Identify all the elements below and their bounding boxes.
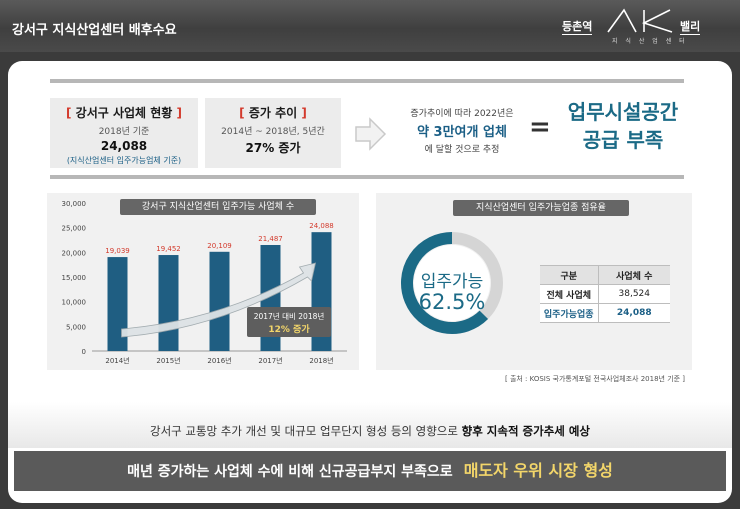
donut-center <box>414 245 490 321</box>
summary-box-period: 2014년 ~ 2018년, 5년간 <box>221 127 325 137</box>
projection-line-3: 에 달할 것으로 추정 <box>424 145 500 155</box>
logo-subtitle: 지 식 산 업 센 터 <box>612 38 688 45</box>
brand-logo: 등촌역 밸리 지 식 산 업 센 터 <box>562 8 712 46</box>
bar-value-label: 21,487 <box>258 235 283 243</box>
bar-chart-title: 강서구 지식산업센터 입주가능 사업체 수 <box>120 199 316 215</box>
y-tick-label: 25,000 <box>62 225 87 233</box>
y-tick-label: 20,000 <box>62 249 87 257</box>
annotation-line-1: 2017년 대비 2018년 <box>254 311 325 321</box>
bar-chart-panel: 0 5,000 10,000 15,000 20,000 25,000 30,000 19,0… <box>47 193 359 370</box>
x-tick-label: 2015년 <box>156 356 180 365</box>
donut-percent: 62.5% <box>418 290 486 314</box>
summary-box-value: 24,088 <box>100 139 148 153</box>
bar-value-label: 20,109 <box>207 242 232 250</box>
share-panel-title: 지식산업센터 입주가능업종 점유율 <box>453 200 629 216</box>
summary-box-value: 27% 증가 <box>245 141 301 155</box>
conclusion-banner: 매년 증가하는 사업체 수에 비해 신규공급부지 부족으로 매도자 우위 시장 … <box>14 451 726 491</box>
x-tick-label: 2014년 <box>105 356 129 365</box>
x-tick-label: 2018년 <box>309 356 333 365</box>
banner-highlight: 매도자 우위 시장 형성 <box>463 461 613 480</box>
outlook-message: 강서구 교통망 추가 개선 및 대규모 업무단지 형성 등의 영향으로 향후 지… <box>8 423 732 439</box>
bar-value-label: 24,088 <box>309 222 334 230</box>
projection-line-1: 증가추이에 따라 2022년은 <box>410 109 514 119</box>
annotation-box <box>247 307 331 337</box>
table-header-cell: 사업체 수 <box>598 265 670 285</box>
y-tick-label: 10,000 <box>62 299 87 307</box>
bar-chart: 0 5,000 10,000 15,000 20,000 25,000 30,000 19,0… <box>62 200 347 365</box>
headline: 업무시설공간 공급 부족 <box>548 98 698 154</box>
right-arrow-icon <box>355 117 387 151</box>
page-title: 강서구 지식산업센터 배후수요 <box>12 23 177 38</box>
bar <box>158 255 179 351</box>
source-note: [ 출처 : KOSIS 국가통계포털 전국사업체조사 2018년 기준 ] <box>505 375 686 383</box>
annotation-line-2: 12% 증가 <box>268 323 310 335</box>
table-row: 전체 사업체 38,524 <box>540 284 670 304</box>
bar-value-label: 19,452 <box>156 245 181 253</box>
equals-sign: = <box>529 112 551 142</box>
trend-arrow-icon <box>121 262 317 338</box>
business-count-table: 구분 사업체 수 전체 사업체 38,524 입주가능업종 24,088 <box>540 265 670 323</box>
summary-box-business-status: [ 강서구 사업체 현황 ] 2018년 기준 24,088 (지식산업센터 입… <box>50 98 198 168</box>
headline-line-1: 업무시설공간 <box>567 100 679 124</box>
share-donut-chart <box>401 232 503 334</box>
logo-left-text: 등촌역 <box>562 20 593 35</box>
summary-box-growth: [ 증가 추이 ] 2014년 ~ 2018년, 5년간 27% 증가 <box>205 98 341 168</box>
bar <box>107 257 128 351</box>
summary-box-note: (지식산업센터 입주가능업체 기준) <box>66 156 182 165</box>
outlook-message-prefix: 강서구 교통망 추가 개선 및 대규모 업무단지 형성 등의 영향으로 <box>149 424 458 438</box>
summary-box-title: [ 증가 추이 ] <box>239 106 307 120</box>
y-tick-label: 0 <box>82 348 86 356</box>
table-row: 입주가능업종 24,088 <box>540 303 670 323</box>
table-cell: 38,524 <box>598 284 670 304</box>
x-tick-label: 2017년 <box>258 356 282 365</box>
table-cell: 전체 사업체 <box>540 284 599 304</box>
table-cell: 24,088 <box>598 303 670 323</box>
bar-value-label: 19,039 <box>105 247 130 255</box>
headline-line-2: 공급 부족 <box>582 128 664 152</box>
projection-emphasis: 약 3만여개 업체 <box>417 125 507 140</box>
bottom-fade <box>8 402 732 448</box>
table-cell: 입주가능업종 <box>540 303 599 323</box>
ak-logo-icon <box>607 8 673 33</box>
table-header-cell: 구분 <box>540 265 599 285</box>
donut-slice <box>401 232 489 334</box>
banner-text: 매년 증가하는 사업체 수에 비해 신규공급부지 부족으로 <box>127 464 453 480</box>
y-tick-label: 5,000 <box>66 323 86 331</box>
donut-label: 입주가능 <box>420 272 484 292</box>
summary-box-title: [ 강서구 사업체 현황 ] <box>65 106 183 120</box>
bar <box>209 251 230 351</box>
y-tick-label: 30,000 <box>62 200 87 208</box>
outlook-message-bold: 향후 지속적 증가추세 예상 <box>461 424 591 438</box>
table-header-row: 구분 사업체 수 <box>540 265 670 285</box>
projection-text: 증가추이에 따라 2022년은 약 3만여개 업체 에 달할 것으로 추정 <box>392 106 532 155</box>
top-bar: 강서구 지식산업센터 배후수요 등촌역 밸리 지 식 산 업 센 터 <box>0 0 740 52</box>
logo-right-text: 밸리 <box>680 20 701 35</box>
x-tick-label: 2016년 <box>207 356 231 365</box>
top-rule <box>50 79 684 83</box>
summary-bottom-rule <box>50 175 684 179</box>
summary-box-year: 2018년 기준 <box>98 127 150 137</box>
y-tick-label: 15,000 <box>62 274 87 282</box>
